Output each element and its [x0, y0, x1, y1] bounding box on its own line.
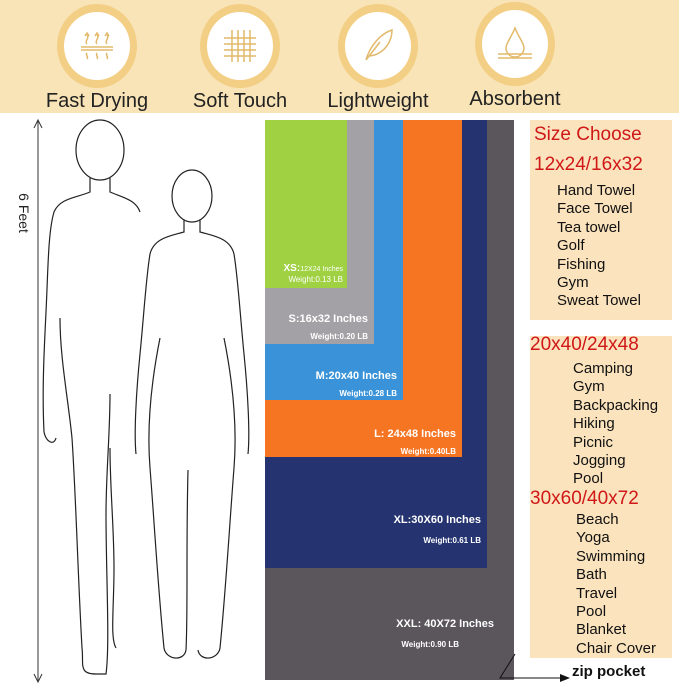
- fabric-weave-icon: [207, 12, 273, 80]
- size-label: XS:12X24 Inches: [283, 263, 343, 274]
- feature-label: Absorbent: [469, 88, 561, 110]
- weight-label: Weight:0.20 LB: [310, 332, 368, 341]
- group-heading: 12x24/16x32: [534, 154, 643, 175]
- use-case-item: Fishing: [557, 255, 606, 273]
- feature-lightweight: Lightweight: [313, 4, 443, 113]
- height-label: 6 Feet: [15, 193, 32, 233]
- use-case-item: Blanket: [576, 621, 627, 639]
- male-figure: [42, 119, 141, 675]
- feather-icon: [345, 12, 411, 80]
- size-choose-title: Size Choose: [534, 124, 642, 145]
- use-case-item: Tea towel: [557, 218, 621, 236]
- height-arrow: [33, 118, 43, 684]
- zip-pocket-arrow: [499, 653, 570, 682]
- water-drop-icon: [482, 10, 548, 78]
- feature-absorbent: Absorbent: [450, 2, 580, 111]
- female-figure: [134, 169, 250, 659]
- use-case-item: Face Towel: [557, 200, 633, 218]
- use-case-item: Gym: [557, 274, 589, 292]
- weight-label: Weight:0.40LB: [400, 447, 456, 456]
- use-case-item: Beach: [576, 511, 619, 528]
- group-heading: 30x60/40x72: [530, 488, 639, 509]
- use-case-item: Swimming: [576, 547, 646, 565]
- use-case-item: Pool: [573, 470, 604, 488]
- use-case-item: Backpacking: [573, 396, 659, 414]
- use-case-item: Yoga: [576, 529, 610, 547]
- zip-pocket-label: zip pocket: [572, 663, 646, 680]
- feature-soft-touch: Soft Touch: [175, 4, 305, 113]
- use-case-item: Hand Towel: [557, 182, 636, 199]
- feature-fast-drying: Fast Drying: [32, 4, 162, 113]
- weight-label: Weight:0.28 LB: [339, 389, 397, 398]
- weight-label: Weight:0.61 LB: [423, 536, 481, 545]
- size-label: M:20x40 Inches: [315, 370, 397, 382]
- use-case-item: Bath: [576, 566, 607, 584]
- feature-label: Soft Touch: [192, 90, 288, 112]
- weight-label: Weight:0.90 LB: [401, 640, 459, 649]
- use-case-item: Gym: [573, 378, 605, 396]
- use-case-item: Travel: [576, 584, 618, 602]
- use-case-item: Chair Cover: [576, 639, 657, 657]
- size-group-medium: 20x40/24x48 Camping Gym Backpacking Hiking P…: [530, 334, 672, 488]
- human-silhouettes: [42, 119, 250, 675]
- size-label: XL:30X60 Inches: [393, 514, 481, 526]
- feature-label: Lightweight: [327, 90, 429, 112]
- size-group-small: Size Choose 12x24/16x32 Hand Towel Face T…: [530, 120, 672, 320]
- weight-label: Weight:0.13 LB: [288, 275, 343, 284]
- use-case-item: Camping: [573, 360, 634, 377]
- group-heading: 20x40/24x48: [530, 334, 639, 355]
- use-case-item: Hiking: [573, 415, 615, 433]
- use-case-item: Jogging: [573, 452, 626, 470]
- use-case-item: Picnic: [573, 433, 614, 451]
- heat-waves-icon: [64, 12, 130, 80]
- use-case-item: Sweat Towel: [557, 292, 641, 310]
- size-label: XXL: 40X72 Inches: [396, 618, 494, 630]
- size-rect-xs: XS:12X24 Inches Weight:0.13 LB: [265, 120, 347, 288]
- feature-label: Fast Drying: [45, 90, 149, 112]
- size-label: L: 24x48 Inches: [374, 428, 456, 440]
- size-label: S:16x32 Inches: [288, 313, 369, 325]
- size-group-large: 30x60/40x72 Beach Yoga Swimming Bath Travel P…: [530, 488, 672, 658]
- use-case-item: Golf: [557, 237, 585, 255]
- use-case-item: Pool: [576, 603, 607, 621]
